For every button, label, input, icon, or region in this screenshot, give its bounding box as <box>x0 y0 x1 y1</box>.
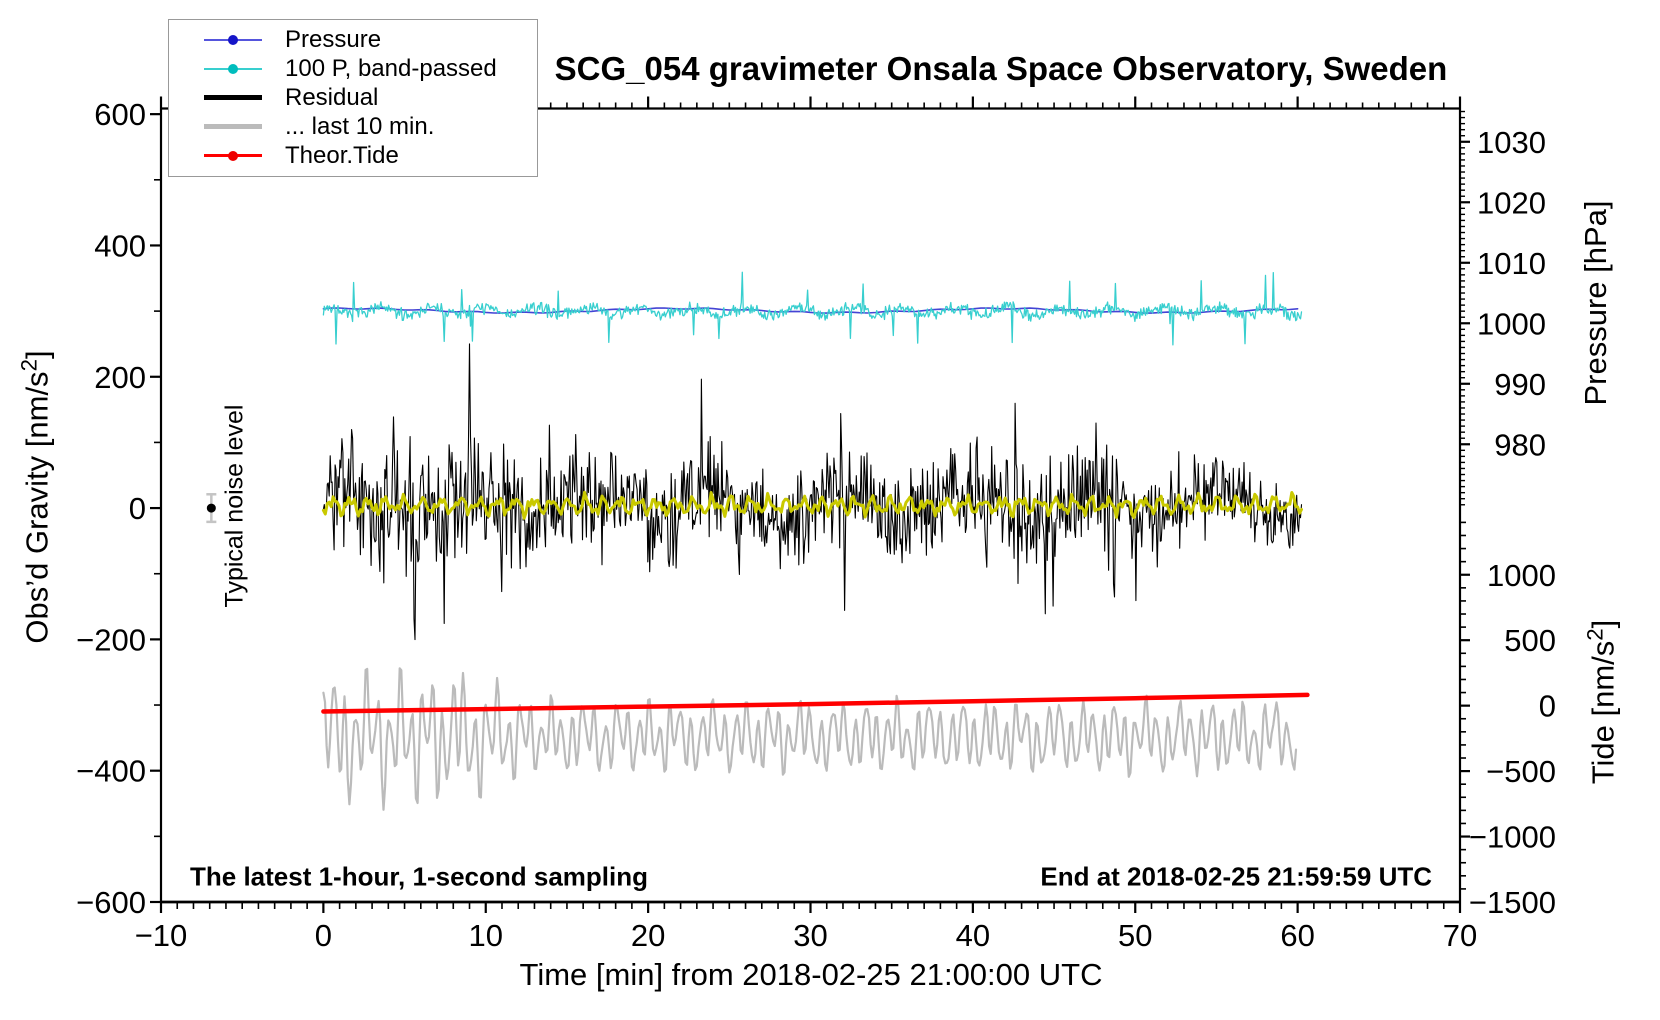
legend-label: Residual <box>285 83 379 111</box>
pressure-tick-label: 1010 <box>1477 246 1546 281</box>
legend-item-band-passed: 100 P, band-passed <box>169 55 537 84</box>
x-tick-label: 10 <box>469 918 503 953</box>
pressure-tick-label: 980 <box>1494 427 1546 462</box>
legend-label: Theor.Tide <box>285 141 399 169</box>
gravity-tick-label: −600 <box>76 885 146 920</box>
legend-label: ... last 10 min. <box>285 112 435 140</box>
legend-label: 100 P, band-passed <box>285 55 497 83</box>
gravity-tick-label: 600 <box>94 97 146 132</box>
chart-title: SCG_054 gravimeter Onsala Space Observat… <box>554 50 1448 87</box>
gravity-tick-label: 200 <box>94 360 146 395</box>
x-tick-label: 40 <box>956 918 990 953</box>
noise-level-dot <box>206 503 216 513</box>
pressure-line-sample-icon <box>204 35 262 46</box>
pressure-tick-label: 1000 <box>1477 306 1546 341</box>
x-tick-label: 30 <box>793 918 827 953</box>
tide-tick-label: −1500 <box>1469 885 1556 920</box>
tide-tick-label: −500 <box>1486 754 1556 789</box>
end-time-note: End at 2018-02-25 21:59:59 UTC <box>1040 861 1432 892</box>
x-tick-label: −10 <box>135 918 188 953</box>
sampling-note: The latest 1-hour, 1-second sampling <box>190 861 648 892</box>
theor-tide-series <box>321 692 1310 714</box>
x-tick-label: 60 <box>1280 918 1314 953</box>
pressure-tick-label: 990 <box>1494 367 1546 402</box>
x-tick-label: 0 <box>315 918 332 953</box>
band-passed-series <box>322 271 1303 346</box>
tide-tick-label: −1000 <box>1469 820 1556 855</box>
tide-tick-label: 1000 <box>1487 558 1556 593</box>
legend-item-residual: Residual <box>169 84 537 113</box>
x-tick-label: 50 <box>1118 918 1152 953</box>
legend-item-pressure: Pressure <box>169 26 537 55</box>
legend-item-theor-tide: Theor.Tide <box>169 141 537 170</box>
pressure-tick-label: 1030 <box>1477 125 1546 160</box>
x-tick-label: 20 <box>631 918 665 953</box>
pressure-series <box>322 307 1299 314</box>
residual-line-sample-icon <box>204 95 262 101</box>
theor-tide-line-sample-icon <box>204 150 262 161</box>
last10min-series <box>322 667 1298 811</box>
x-tick-label: 70 <box>1443 918 1477 953</box>
gravity-tick-label: −400 <box>76 754 146 789</box>
gravity-tick-label: 0 <box>129 491 146 526</box>
residual-smooth-series <box>321 490 1303 520</box>
last10-line-sample-icon <box>204 124 262 130</box>
legend-dot-icon <box>228 150 238 161</box>
legend-item-last10: ... last 10 min. <box>169 112 537 141</box>
legend-label: Pressure <box>285 26 382 54</box>
gravity-tick-label: 400 <box>94 228 146 263</box>
tide-axis-title: Tide [nm/s2] <box>1582 619 1621 785</box>
legend-dot-icon <box>228 64 238 75</box>
residual-series <box>322 343 1303 641</box>
left-axis-title: Obs’d Gravity [nm/s2] <box>16 350 55 644</box>
tide-tick-label: 0 <box>1539 689 1556 724</box>
pressure-axis-title: Pressure [hPa] <box>1578 200 1613 406</box>
pressure-tick-label: 1020 <box>1477 185 1546 220</box>
x-axis-title: Time [min] from 2018-02-25 21:00:00 UTC <box>519 957 1103 992</box>
noise-level-annotation: Typical noise level <box>220 404 249 608</box>
tide-tick-label: 500 <box>1504 623 1556 658</box>
legend-dot-icon <box>228 35 238 46</box>
band-passed-line-sample-icon <box>204 64 262 75</box>
gravity-tick-label: −200 <box>76 622 146 657</box>
legend: Pressure 100 P, band-passed Residual ...… <box>168 19 538 177</box>
